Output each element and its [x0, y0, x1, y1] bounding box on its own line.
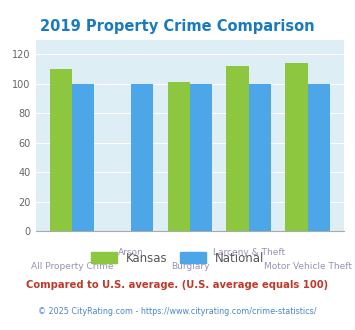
Text: Compared to U.S. average. (U.S. average equals 100): Compared to U.S. average. (U.S. average …	[26, 280, 329, 290]
Legend: Kansas, National: Kansas, National	[86, 247, 269, 269]
Bar	[72, 84, 94, 231]
Bar	[226, 66, 249, 231]
Bar	[50, 69, 72, 231]
Bar	[131, 84, 153, 231]
Text: All Property Crime: All Property Crime	[31, 262, 113, 271]
Bar	[168, 82, 190, 231]
Bar	[285, 63, 308, 231]
Bar	[308, 84, 330, 231]
Text: Burglary: Burglary	[171, 262, 209, 271]
Bar	[190, 84, 212, 231]
Text: © 2025 CityRating.com - https://www.cityrating.com/crime-statistics/: © 2025 CityRating.com - https://www.city…	[38, 307, 317, 316]
Text: 2019 Property Crime Comparison: 2019 Property Crime Comparison	[40, 19, 315, 34]
Text: Larceny & Theft: Larceny & Theft	[213, 248, 285, 257]
Bar	[249, 84, 271, 231]
Text: Motor Vehicle Theft: Motor Vehicle Theft	[264, 262, 352, 271]
Text: Arson: Arson	[118, 248, 144, 257]
